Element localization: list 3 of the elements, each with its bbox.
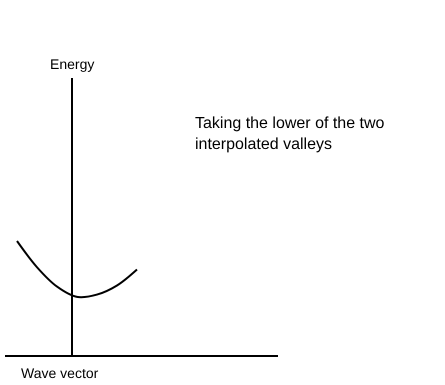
x-axis-title: Wave vector <box>21 365 99 381</box>
text: Energy <box>50 56 94 72</box>
text: Taking the lower of the two interpolated valleys <box>195 114 386 155</box>
